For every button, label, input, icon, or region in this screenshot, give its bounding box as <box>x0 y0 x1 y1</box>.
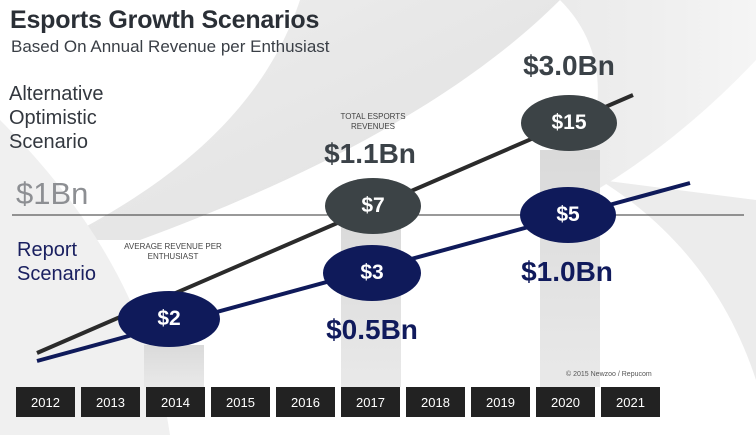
x-tick-2012: 2012 <box>16 387 75 417</box>
threshold-label: $1Bn <box>16 176 89 211</box>
bg-swoosh <box>600 180 756 380</box>
bubble-optimistic-2017: $7 <box>325 178 421 234</box>
total-label-optimistic-2017: $1.1Bn <box>324 138 416 169</box>
total-label-report-2017: $0.5Bn <box>326 314 418 345</box>
x-tick-2017: 2017 <box>341 387 400 417</box>
page-subtitle: Based On Annual Revenue per Enthusiast <box>11 37 330 56</box>
avg-revenue-note: AVERAGE REVENUE PER ENTHUSIAST <box>124 242 222 261</box>
bg-swoosh <box>560 0 756 210</box>
x-tick-2016: 2016 <box>276 387 335 417</box>
x-tick-2020: 2020 <box>536 387 595 417</box>
copyright: © 2015 Newzoo / Repucom <box>566 371 652 378</box>
bubble-report-2014: $2 <box>118 291 220 347</box>
total-label-report-2020: $1.0Bn <box>521 256 613 287</box>
x-tick-2018: 2018 <box>406 387 465 417</box>
bubble-report-2017: $3 <box>323 245 421 301</box>
x-tick-2019: 2019 <box>471 387 530 417</box>
x-tick-2014: 2014 <box>146 387 205 417</box>
page-title: Esports Growth Scenarios <box>10 6 320 34</box>
x-tick-2021: 2021 <box>601 387 660 417</box>
alternative-scenario-label: Alternative Optimistic Scenario <box>9 83 104 153</box>
total-label-optimistic-2020: $3.0Bn <box>523 50 615 81</box>
total-revenue-note: TOTAL ESPORTS REVENUES <box>340 112 406 131</box>
bg-swoosh <box>0 120 170 435</box>
report-scenario-label: Report Scenario <box>17 239 96 285</box>
bubble-optimistic-2020: $15 <box>521 95 617 151</box>
pillar-2014 <box>144 345 204 387</box>
bubble-report-2020: $5 <box>520 187 616 243</box>
x-axis-years: 2012 2013 2014 2015 2016 2017 2018 2019 2020 2021 <box>16 387 660 417</box>
bg-swoosh <box>60 0 560 240</box>
x-tick-2015: 2015 <box>211 387 270 417</box>
x-tick-2013: 2013 <box>81 387 140 417</box>
